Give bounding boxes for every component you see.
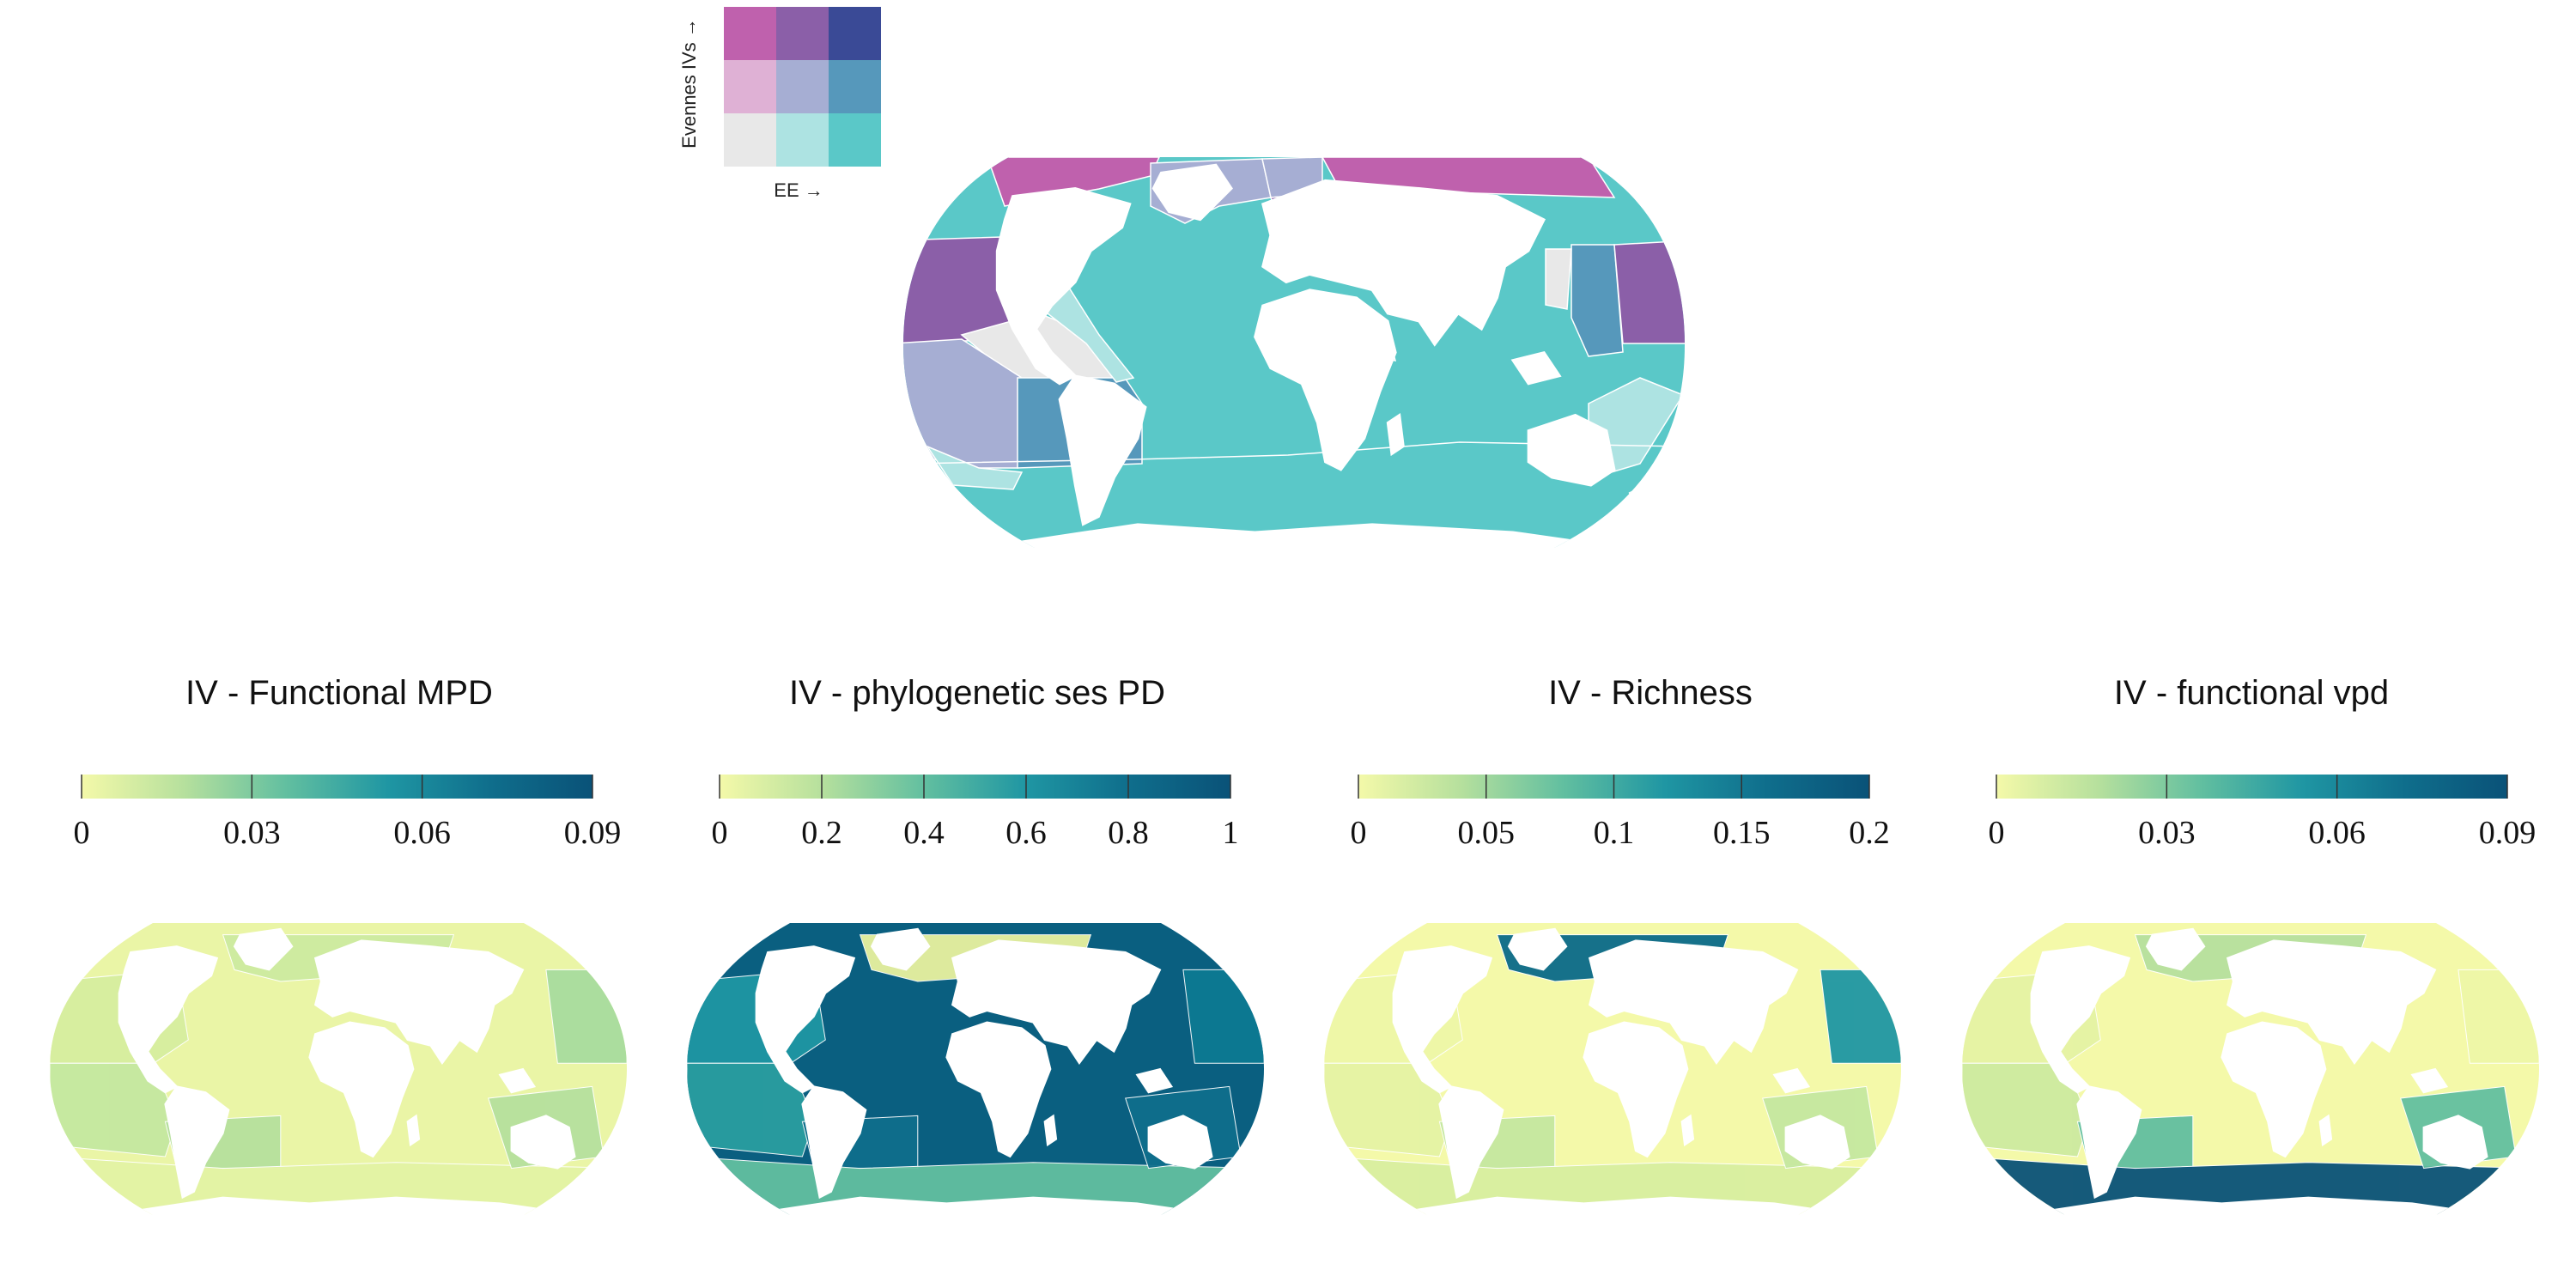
bivariate-legend-grid [724, 7, 881, 167]
bivariate-legend-y-label: Evennes IVs → [678, 18, 700, 149]
ocean-region-japan [1545, 248, 1572, 310]
colorbar-tick-label: 0 [1351, 815, 1367, 851]
colorbar-tick-label: 0.03 [223, 815, 281, 851]
ocean-region-nw-pacific [1613, 240, 1685, 344]
bivariate-map [903, 157, 1685, 548]
bivariate-legend-cell [776, 7, 829, 60]
colorbar-tick-label: 0 [1989, 815, 2005, 851]
panel-map [1324, 923, 1901, 1215]
colorbar-tick-label: 0.6 [1005, 815, 1047, 851]
colorbar-tick-label: 0.05 [1458, 815, 1516, 851]
panel-title: IV - functional vpd [2114, 674, 2389, 712]
colorbar-tick-label: 0.06 [2308, 815, 2366, 851]
colorbar-gradient [82, 775, 592, 799]
colorbar: 0 0.03 0.06 0.09 [74, 775, 622, 851]
bivariate-legend-x-label: EE → [774, 179, 823, 201]
bivariate-legend-cell [776, 113, 829, 167]
bivariate-legend-cell [724, 60, 776, 113]
bivariate-legend-cell [829, 113, 881, 167]
colorbar-tick-label: 1 [1223, 815, 1239, 851]
colorbar: 0 0.2 0.4 0.6 0.8 1 [712, 775, 1239, 851]
colorbar-gradient [1996, 775, 2507, 799]
panel-title: IV - phylogenetic ses PD [789, 674, 1165, 712]
panel-title: IV - Richness [1548, 674, 1753, 712]
colorbar-gradient [720, 775, 1230, 799]
colorbar-tick-label: 0.03 [2138, 815, 2196, 851]
ocean-region-south-pacific-strip [926, 445, 1024, 490]
panel: IV - phylogenetic ses PD 0 0.2 0.4 0.6 0.8 1 [687, 674, 1264, 1215]
bivariate-legend: Evennes IVs → EE → [678, 7, 881, 201]
colorbar-tick-label: 0 [712, 815, 728, 851]
colorbar-tick-label: 0.06 [393, 815, 451, 851]
colorbar-tick-label: 0.09 [564, 815, 622, 851]
ocean-region [1182, 969, 1264, 1064]
colorbar: 0 0.03 0.06 0.09 [1989, 775, 2537, 851]
colorbar-tick-label: 0.8 [1108, 815, 1149, 851]
colorbar-tick-label: 0.1 [1594, 815, 1635, 851]
colorbar-tick-label: 0.15 [1713, 815, 1771, 851]
ocean-region [2458, 969, 2539, 1064]
bivariate-legend-cell [829, 7, 881, 60]
colorbar-tick-label: 0.2 [801, 815, 842, 851]
ocean-region-west-pacific [1571, 244, 1624, 357]
panel: IV - Functional MPD 0 0.03 0.06 0.09 [50, 674, 627, 1215]
ocean-region-eastern-pacific-coast [1037, 283, 1135, 383]
panel-map [1962, 923, 2539, 1215]
panel-map [687, 923, 1264, 1215]
panel-title: IV - Functional MPD [185, 674, 493, 712]
bivariate-legend-cell [829, 60, 881, 113]
ocean-region [545, 969, 627, 1064]
colorbar-tick-label: 0.4 [903, 815, 945, 851]
ocean-region [1820, 969, 1901, 1064]
panels: IV - Functional MPD 0 0.03 0.06 0.09 IV - phy… [50, 674, 2539, 1215]
panel: IV - Richness 0 0.05 0.1 0.15 0.2 [1324, 674, 1901, 1215]
colorbar-tick-label: 0.09 [2479, 815, 2537, 851]
colorbar: 0 0.05 0.1 0.15 0.2 [1351, 775, 1890, 851]
panel-map [50, 923, 627, 1215]
colorbar-tick-label: 0.2 [1849, 815, 1890, 851]
bivariate-legend-cell [724, 113, 776, 167]
colorbar-tick-label: 0 [74, 815, 90, 851]
bivariate-legend-cell [724, 7, 776, 60]
panel: IV - functional vpd 0 0.03 0.06 0.09 [1962, 674, 2539, 1215]
bivariate-legend-cell [776, 60, 829, 113]
